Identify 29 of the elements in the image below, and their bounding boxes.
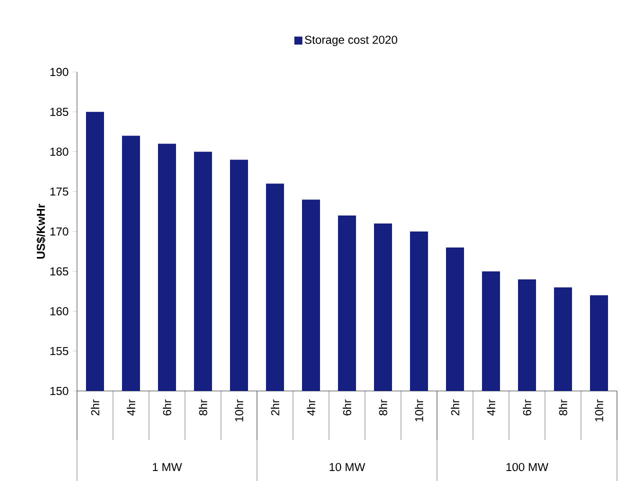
x-tick-label: 10hr (594, 399, 604, 422)
text: 10 MW (330, 462, 366, 472)
y-tick-label: 150 (50, 386, 68, 395)
x-tick-label: 8hr (378, 399, 388, 416)
x-tick-label: 2hr (90, 399, 100, 416)
x-tick-label: 8hr (558, 399, 568, 416)
text: 100 MW (506, 462, 548, 472)
y-tick-label: 175 (50, 188, 68, 196)
x-tick-label: 8hr (198, 399, 208, 416)
x-tick-label: 2hr (270, 399, 280, 416)
x-tick-label: 6hr (522, 399, 532, 416)
x-tick-label: 4hr (126, 399, 136, 416)
y-tick-label: 170 (50, 227, 68, 236)
y-tick-label: 180 (50, 148, 68, 156)
y-axis-title: US$/KwHr (36, 204, 46, 259)
legend-label: Storage cost 2020 (304, 36, 398, 46)
x-tick-label: 10hr (414, 399, 424, 422)
x-tick-label: 10hr (234, 399, 244, 422)
x-tick-label: 4hr (306, 399, 316, 416)
x-tick-label: 6hr (342, 399, 352, 416)
y-tick-label: 160 (50, 307, 68, 316)
y-tick-label: 185 (50, 108, 68, 116)
x-tick-label: 6hr (162, 399, 172, 416)
y-tick-label: 155 (50, 347, 68, 356)
text: 1 MW (152, 462, 182, 471)
y-tick-label: 165 (50, 267, 68, 276)
x-tick-label: 2hr (450, 399, 460, 416)
x-tick-label: 4hr (486, 399, 496, 416)
y-tick-label: 190 (50, 68, 68, 76)
